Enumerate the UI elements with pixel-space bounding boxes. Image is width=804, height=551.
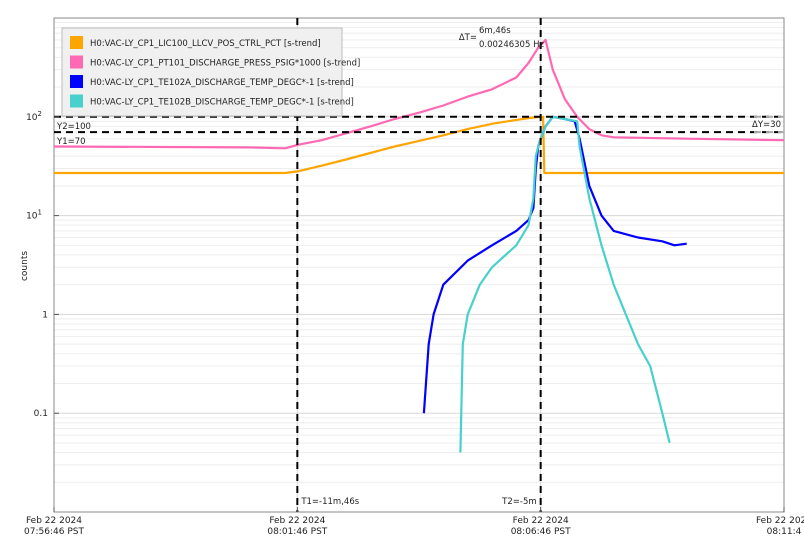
cursor-y2-label: Y2=100 <box>56 122 91 132</box>
cursor-y1-label: Y1=70 <box>56 137 86 147</box>
cursor-delta-t-value: 6m,46s <box>479 26 511 36</box>
y-tick-label-base: 10 <box>26 113 38 123</box>
x-tick-label-time: 07:56:46 PST <box>24 527 84 537</box>
series-line-4[interactable] <box>459 115 671 453</box>
y-axis-label: counts <box>20 251 30 281</box>
legend-swatch-4[interactable] <box>70 94 83 108</box>
x-tick-label-date: Feb 22 2024 <box>756 516 804 526</box>
cursor-delta-y-label: ΔY=30 <box>752 120 781 130</box>
series-line-2[interactable] <box>53 38 785 150</box>
y-tick-label-exponent: 1 <box>38 209 42 217</box>
y-tick-label: 102 <box>26 110 42 123</box>
legend-entry-4[interactable]: H0:VAC-LY_CP1_TE102B_DISCHARGE_TEMP_DEGC… <box>90 98 354 108</box>
y-tick-label: 1 <box>42 310 48 320</box>
series-line-1[interactable] <box>54 115 784 175</box>
legend-box <box>61 27 343 117</box>
cursor-layer: T1=-11m,46s T2=-5m Y2=100 Y1=70 ΔY=30 ΔT=6m,4… <box>54 18 784 512</box>
cursor-t1-label: T1=-11m,46s <box>300 497 359 507</box>
x-tick-label-time: 08:11:4 <box>767 527 802 537</box>
x-tick-label-time: 08:01:46 PST <box>267 527 327 537</box>
x-tick-label-date: Feb 22 2024 <box>269 516 325 526</box>
plot-frame <box>53 17 785 513</box>
x-tick-label-date: Feb 22 2024 <box>513 516 569 526</box>
x-tick-label-date: Feb 22 2024 <box>26 516 82 526</box>
cursor-delta-t-frequency: 0.00246305 Hz <box>479 40 544 50</box>
legend-entry-2[interactable]: H0:VAC-LY_CP1_PT101_DISCHARGE_PRESS_PSIG… <box>90 59 360 69</box>
legend-entry-1[interactable]: H0:VAC-LY_CP1_LIC100_LLCV_POS_CTRL_PCT [… <box>90 39 321 49</box>
cursor-delta-t-symbol: ΔT= <box>459 33 477 43</box>
legend-swatch-2[interactable] <box>70 55 83 69</box>
legend-swatch-1[interactable] <box>70 36 83 49</box>
x-tick-label-time: 08:06:46 PST <box>511 527 571 537</box>
y-tick-label: 0.1 <box>34 409 48 419</box>
legend-entry-3[interactable]: H0:VAC-LY_CP1_TE102A_DISCHARGE_TEMP_DEGC… <box>90 78 354 88</box>
y-tick-label-exponent: 2 <box>38 110 42 118</box>
y-tick-label: 101 <box>26 209 42 222</box>
legend-swatch-3[interactable] <box>70 75 83 88</box>
series-layer <box>53 38 785 453</box>
cursor-t2-label: T2=-5m <box>501 497 536 507</box>
grid <box>53 18 785 512</box>
legend[interactable]: H0:VAC-LY_CP1_LIC100_LLCV_POS_CTRL_PCT [… <box>61 27 360 117</box>
y-tick-label-base: 10 <box>26 212 38 222</box>
